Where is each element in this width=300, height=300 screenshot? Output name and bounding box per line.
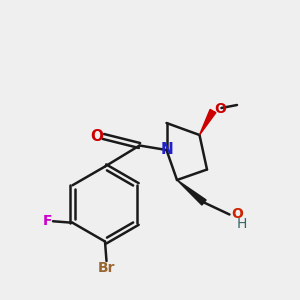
Text: O: O <box>231 207 243 221</box>
Text: N: N <box>160 142 173 158</box>
Text: Br: Br <box>98 262 115 275</box>
Text: O: O <box>214 102 226 116</box>
Text: H: H <box>237 217 247 230</box>
Polygon shape <box>177 180 206 205</box>
Text: O: O <box>90 129 104 144</box>
Polygon shape <box>200 110 216 135</box>
Text: F: F <box>43 214 52 228</box>
